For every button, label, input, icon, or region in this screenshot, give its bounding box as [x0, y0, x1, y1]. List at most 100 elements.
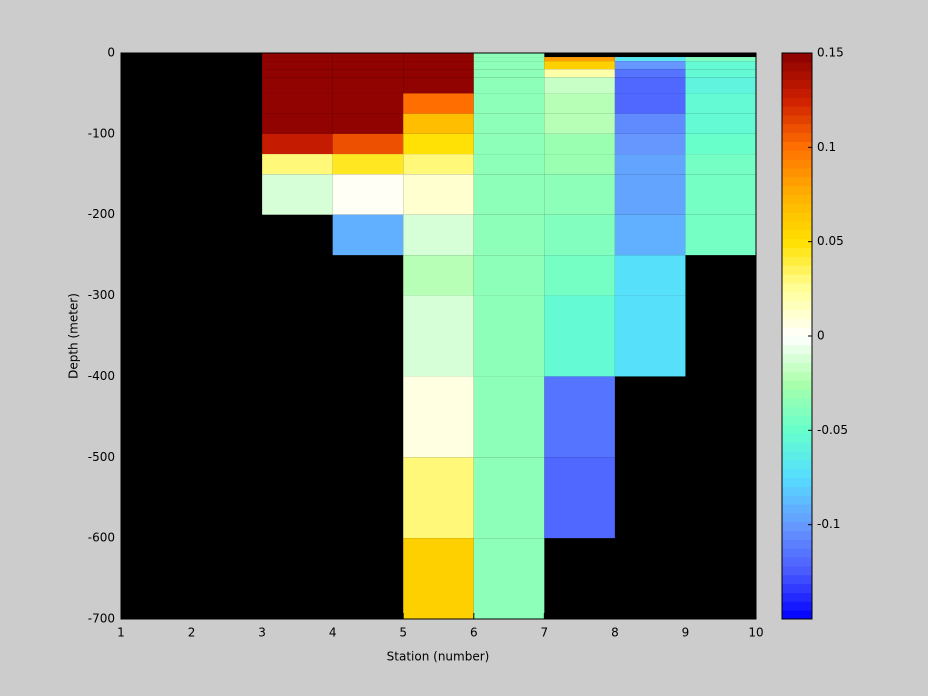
colorbar-step — [782, 185, 812, 195]
colorbar-step — [782, 265, 812, 275]
colorbar-step — [782, 212, 812, 222]
colorbar-tick-label: -0.1 — [817, 517, 840, 531]
colorbar-step — [782, 291, 812, 302]
heatmap-cell — [403, 53, 474, 58]
colorbar-step — [782, 565, 812, 576]
heatmap-cell — [614, 113, 686, 134]
colorbar-step — [782, 194, 812, 204]
colorbar-step — [782, 574, 812, 585]
heatmap-cell — [473, 457, 545, 539]
heatmap-cell — [403, 214, 474, 256]
heatmap-cell — [685, 69, 756, 78]
y-tick-label: -300 — [88, 288, 115, 302]
heatmap-cell — [403, 69, 474, 78]
colorbar-step — [782, 539, 812, 549]
heatmap-cell — [262, 174, 333, 215]
heatmap-cell — [332, 133, 404, 155]
heatmap-cell — [473, 255, 545, 296]
heatmap-cell — [685, 133, 756, 155]
colorbar-tick-label: -0.05 — [817, 423, 848, 437]
heatmap-cell — [473, 214, 545, 256]
x-tick-label: 10 — [748, 626, 763, 640]
colorbar-step — [782, 97, 812, 107]
heatmap-cell — [403, 57, 474, 62]
plot-frame — [120, 52, 757, 620]
heatmap-cell — [332, 174, 404, 215]
heatmap-cell — [614, 336, 686, 377]
heatmap-cell — [262, 93, 333, 114]
heatmap-cell — [332, 69, 404, 78]
heatmap-cell — [473, 77, 545, 94]
colorbar-step — [782, 468, 812, 478]
heatmap-cell — [614, 174, 686, 215]
heatmap-cell — [544, 336, 615, 377]
colorbar-step — [782, 274, 812, 284]
heatmap-cell — [685, 57, 756, 62]
heatmap-cell — [403, 538, 474, 619]
colorbar-tick-label: 0.05 — [817, 234, 844, 248]
y-tick-label: -200 — [88, 207, 115, 221]
colorbar-step — [782, 389, 812, 399]
colorbar-step — [782, 309, 812, 319]
x-tick-label: 9 — [682, 626, 690, 640]
colorbar-step — [782, 504, 812, 514]
heatmap-cell — [685, 77, 756, 94]
x-tick-label: 1 — [117, 626, 125, 640]
heatmap-cell — [473, 154, 545, 175]
heatmap-cell — [544, 93, 615, 114]
colorbar-step — [782, 512, 812, 523]
colorbar-step — [782, 159, 812, 169]
colorbar-step — [782, 256, 812, 266]
heatmap-cell — [685, 113, 756, 134]
heatmap-cell — [262, 113, 333, 134]
x-tick-label: 2 — [188, 626, 196, 640]
colorbar-step — [782, 442, 812, 452]
x-tick-label: 3 — [258, 626, 266, 640]
heatmap-cell — [544, 61, 615, 70]
heatmap-cell — [403, 255, 474, 296]
heatmap-cell — [685, 61, 756, 70]
heatmap-cell — [403, 77, 474, 94]
heatmap-cell — [685, 174, 756, 215]
colorbar-step — [782, 106, 812, 116]
colorbar-step — [782, 229, 812, 240]
colorbar-step — [782, 176, 812, 187]
colorbar-step — [782, 114, 812, 125]
y-tick-label: -100 — [88, 126, 115, 140]
heatmap-cell — [544, 174, 615, 215]
colorbar-step — [782, 530, 812, 540]
y-tick-label: -600 — [88, 531, 115, 545]
colorbar-step — [782, 548, 812, 558]
colorbar-step — [782, 521, 812, 532]
colorbar-step — [782, 141, 812, 151]
y-axis-label: Depth (meter) — [67, 293, 81, 379]
heatmap-cell — [403, 336, 474, 377]
colorbar-step — [782, 203, 812, 213]
colorbar-step — [782, 362, 812, 372]
x-tick-label: 8 — [611, 626, 619, 640]
heatmap-cell — [332, 53, 404, 58]
heatmap-cell — [544, 77, 615, 94]
heatmap-cell — [332, 57, 404, 62]
colorbar-tick-label: 0 — [817, 329, 825, 343]
heatmap-cell — [332, 61, 404, 70]
heatmap-cell — [332, 113, 404, 134]
colorbar-step — [782, 336, 812, 346]
heatmap-cell — [473, 133, 545, 155]
colorbar-step — [782, 397, 812, 408]
heatmap-cell — [403, 133, 474, 155]
colorbar-step — [782, 247, 812, 257]
heatmap-cell — [473, 69, 545, 78]
heatmap-cell — [262, 69, 333, 78]
colorbar-step — [782, 70, 812, 81]
heatmap-cell — [473, 376, 545, 458]
colorbar-step — [782, 327, 812, 337]
colorbar-step — [782, 380, 812, 390]
heatmap-cell — [473, 113, 545, 134]
colorbar-step — [782, 486, 812, 496]
heatmap-cell — [614, 93, 686, 114]
x-tick-label: 4 — [329, 626, 337, 640]
colorbar-step — [782, 221, 812, 231]
colorbar-step — [782, 406, 812, 417]
